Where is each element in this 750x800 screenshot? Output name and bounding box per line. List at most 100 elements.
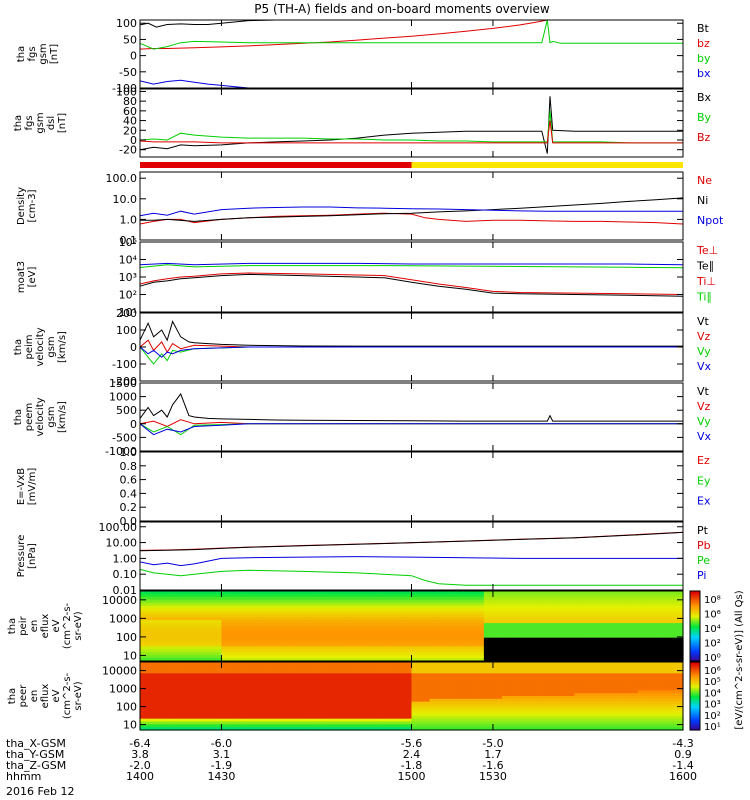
heatmap-cell-peer	[248, 718, 259, 723]
heatmap-cell-peer	[384, 662, 394, 666]
heatmap-cell-peer	[176, 687, 186, 691]
heatmap-cell-peer	[203, 713, 213, 717]
heatmap-cell-peir	[547, 611, 557, 615]
heatmap-cell-peir	[203, 649, 213, 653]
heatmap-cell-peir	[194, 634, 204, 639]
heatmap-cell-peir	[673, 631, 684, 636]
heatmap-cell-peer	[574, 684, 585, 689]
heatmap-cell-peer	[529, 676, 539, 680]
heatmap-cell-peir	[529, 634, 539, 639]
heatmap-cell-peer	[384, 715, 394, 720]
heatmap-cell-peir	[547, 652, 557, 656]
heatmap-cell-peer	[565, 718, 575, 723]
heatmap-cell-peir	[646, 611, 657, 615]
heatmap-cell-peer	[302, 698, 313, 703]
heatmap-cell-peir	[176, 593, 186, 598]
heatmap-cell-peir	[483, 640, 494, 645]
heatmap-cell-peer	[619, 707, 630, 711]
heatmap-cell-peir	[275, 655, 286, 659]
heatmap-cell-peir	[664, 596, 675, 601]
heatmap-cell-peer	[483, 667, 494, 672]
heatmap-cell-peir	[284, 626, 295, 630]
heatmap-cell-peer	[275, 673, 286, 677]
heatmap-cell-peer	[429, 679, 440, 683]
heatmap-cell-peir	[185, 634, 195, 639]
heatmap-cell-peir	[511, 626, 521, 630]
heatmap-cell-peer	[547, 701, 557, 706]
heatmap-cell-peer	[212, 664, 223, 669]
heatmap-cell-peer	[330, 681, 340, 686]
heatmap-cell-peer	[610, 707, 621, 711]
heatmap-cell-peir	[248, 599, 259, 604]
heatmap-cell-peir	[293, 596, 304, 601]
heatmap-cell-peir	[140, 655, 150, 659]
heatmap-cell-peer	[266, 690, 277, 694]
heatmap-cell-peir	[194, 614, 204, 618]
ylabel-peim_velocity: velocity	[35, 327, 46, 366]
heatmap-cell-peer	[556, 696, 566, 700]
heatmap-cell-peer	[601, 687, 612, 691]
heatmap-cell-peer	[483, 701, 494, 706]
heatmap-cell-peer	[375, 724, 385, 728]
heatmap-cell-peer	[239, 673, 250, 677]
heatmap-cell-peir	[203, 614, 213, 618]
heatmap-cell-peir	[583, 631, 594, 636]
heatmap-cell-peer	[655, 687, 666, 691]
heatmap-cell-peer	[402, 710, 413, 714]
heatmap-cell-peir	[158, 631, 168, 636]
heatmap-cell-peir	[456, 605, 467, 610]
heatmap-cell-peir	[375, 620, 385, 624]
heatmap-cell-peir	[158, 637, 168, 642]
heatmap-cell-peer	[311, 684, 322, 689]
colorbar-cell	[690, 706, 700, 709]
heatmap-cell-peer	[583, 676, 594, 680]
heatmap-cell-peir	[185, 620, 195, 624]
heatmap-cell-peer	[574, 676, 585, 680]
ytick-label-density: 1.0	[120, 213, 138, 226]
heatmap-cell-peer	[474, 684, 485, 689]
colorbar-cell	[690, 724, 700, 728]
heatmap-cell-peir	[402, 611, 413, 615]
heatmap-cell-peer	[348, 673, 358, 677]
heatmap-cell-peir	[239, 599, 250, 604]
heatmap-cell-peir	[348, 649, 358, 653]
heatmap-cell-peir	[610, 599, 621, 604]
colorbar-cell	[690, 608, 700, 611]
heatmap-cell-peir	[402, 608, 413, 613]
heatmap-cell-peer	[583, 687, 594, 691]
heatmap-cell-peer	[547, 724, 557, 728]
heatmap-cell-peer	[230, 684, 241, 689]
colorbar-cell	[690, 652, 700, 655]
heatmap-cell-peir	[483, 623, 494, 627]
heatmap-cell-peir	[664, 631, 675, 636]
heatmap-cell-peer	[511, 693, 521, 697]
heatmap-cell-peer	[230, 715, 241, 720]
heatmap-cell-peer	[212, 687, 223, 691]
heatmap-cell-peir	[619, 652, 630, 656]
heatmap-cell-peer	[257, 693, 268, 697]
heatmap-cell-peir	[619, 626, 630, 630]
heatmap-cell-peir	[592, 655, 603, 659]
xaxis-value: -6.0	[211, 737, 232, 750]
heatmap-cell-peir	[330, 620, 340, 624]
heatmap-cell-peer	[420, 707, 431, 711]
heatmap-cell-peir	[212, 623, 223, 627]
heatmap-cell-peer	[275, 698, 286, 703]
heatmap-cell-peir	[556, 640, 566, 645]
heatmap-cell-peir	[583, 591, 594, 595]
heatmap-cell-peer	[664, 681, 675, 686]
heatmap-cell-peer	[556, 701, 566, 706]
heatmap-cell-peer	[556, 687, 566, 691]
heatmap-cell-peer	[248, 707, 259, 711]
heatmap-cell-peer	[429, 727, 440, 731]
heatmap-cell-peir	[456, 631, 467, 636]
heatmap-cell-peir	[547, 608, 557, 613]
heatmap-cell-peer	[547, 707, 557, 711]
heatmap-cell-peir	[339, 591, 349, 595]
heatmap-cell-peir	[429, 643, 440, 648]
heatmap-cell-peir	[348, 643, 358, 648]
heatmap-cell-peer	[140, 687, 150, 691]
heatmap-cell-peir	[673, 623, 684, 627]
heatmap-cell-peir	[185, 617, 195, 621]
